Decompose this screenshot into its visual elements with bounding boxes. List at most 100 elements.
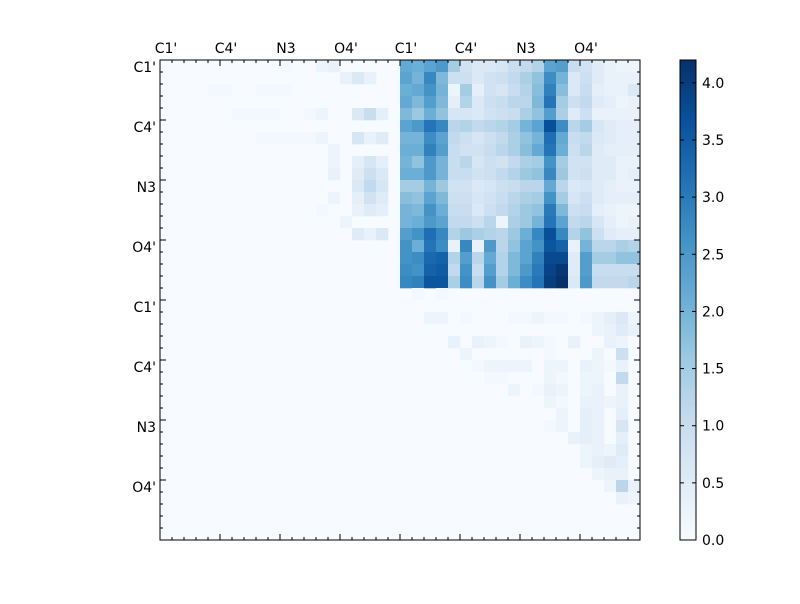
heatmap-cell (412, 216, 425, 229)
heatmap-cell (376, 132, 389, 145)
heatmap-cell (472, 108, 485, 121)
heatmap-cell (244, 108, 257, 121)
heatmap-cell (628, 96, 641, 109)
heatmap-cell (268, 132, 281, 145)
heatmap-cell (472, 96, 485, 109)
heatmap-cell (592, 204, 605, 217)
heatmap-cell (316, 132, 329, 145)
heatmap-cell (352, 72, 365, 85)
heatmap-cell (424, 156, 437, 169)
heatmap-cell (424, 228, 437, 241)
heatmap-cell (472, 252, 485, 265)
heatmap-cell (544, 204, 557, 217)
heatmap-cell (592, 192, 605, 205)
heatmap-cell (472, 72, 485, 85)
heatmap-cell (556, 96, 569, 109)
heatmap-cell (496, 180, 509, 193)
heatmap-cell (520, 312, 533, 325)
heatmap-cell (556, 204, 569, 217)
heatmap-cell (604, 144, 617, 157)
heatmap-cell (400, 144, 413, 157)
heatmap-cell (448, 168, 461, 181)
heatmap-cell (532, 72, 545, 85)
heatmap-cell (460, 60, 473, 73)
heatmap-cell (568, 60, 581, 73)
heatmap-cell (544, 252, 557, 265)
heatmap-cell (532, 96, 545, 109)
heatmap-cell (400, 96, 413, 109)
heatmap-cell (580, 432, 593, 445)
heatmap-cell (628, 60, 641, 73)
heatmap-cell (568, 276, 581, 289)
heatmap-cell (544, 72, 557, 85)
heatmap-cell (460, 156, 473, 169)
heatmap-cell (568, 156, 581, 169)
heatmap-cell (376, 192, 389, 205)
heatmap-cell (520, 156, 533, 169)
heatmap-cell (496, 192, 509, 205)
y-tick-label: N3 (137, 180, 156, 196)
heatmap-cell (472, 216, 485, 229)
heatmap-cell (460, 252, 473, 265)
heatmap-cell (544, 216, 557, 229)
heatmap-cell (520, 108, 533, 121)
heatmap-cell (508, 192, 521, 205)
heatmap-cell (592, 156, 605, 169)
heatmap-cell (508, 240, 521, 253)
heatmap-cell (376, 228, 389, 241)
heatmap-cell (544, 276, 557, 289)
heatmap-cell (364, 168, 377, 181)
heatmap-cell (508, 252, 521, 265)
heatmap-cell (628, 480, 641, 493)
heatmap-cell (544, 168, 557, 181)
heatmap-cell (580, 192, 593, 205)
heatmap-cell (208, 84, 221, 97)
colorbar-tick-label: 3.0 (702, 190, 724, 206)
heatmap-cell (328, 60, 341, 73)
heatmap-cell (436, 120, 449, 133)
x-tick-label: C4' (455, 41, 478, 57)
heatmap-cell (496, 276, 509, 289)
heatmap-cell (496, 216, 509, 229)
heatmap-cell (556, 264, 569, 277)
heatmap-cell (580, 240, 593, 253)
heatmap-cell (580, 96, 593, 109)
heatmap-cell (604, 444, 617, 457)
heatmap-cell (544, 156, 557, 169)
heatmap-cell (460, 84, 473, 97)
heatmap-cell (532, 108, 545, 121)
heatmap-cell (412, 156, 425, 169)
heatmap-cell (580, 396, 593, 409)
heatmap-cell (628, 240, 641, 253)
heatmap-cell (400, 132, 413, 145)
heatmap-cell (604, 360, 617, 373)
heatmap-cell (532, 120, 545, 133)
heatmap-cell (364, 192, 377, 205)
heatmap-cell (568, 96, 581, 109)
heatmap-cell (436, 240, 449, 253)
heatmap-cell (592, 72, 605, 85)
heatmap-cell (496, 72, 509, 85)
heatmap-cell (544, 396, 557, 409)
heatmap-cell (616, 264, 629, 277)
heatmap-cell (616, 252, 629, 265)
heatmap-cell (508, 264, 521, 277)
heatmap-cell (436, 216, 449, 229)
heatmap-cell (580, 372, 593, 385)
heatmap-cell (448, 264, 461, 277)
heatmap-cell (628, 156, 641, 169)
heatmap-cell (472, 360, 485, 373)
heatmap-cell (616, 408, 629, 421)
heatmap-cell (484, 360, 497, 373)
heatmap-cell (484, 264, 497, 277)
heatmap-cell (424, 264, 437, 277)
heatmap-cell (592, 372, 605, 385)
heatmap-cell (580, 408, 593, 421)
heatmap-cell (424, 192, 437, 205)
heatmap-cell (460, 216, 473, 229)
heatmap-cell (436, 228, 449, 241)
y-tick-label: C1' (133, 300, 156, 316)
heatmap-cell (592, 144, 605, 157)
heatmap-cell (400, 84, 413, 97)
heatmap-cell (592, 456, 605, 469)
